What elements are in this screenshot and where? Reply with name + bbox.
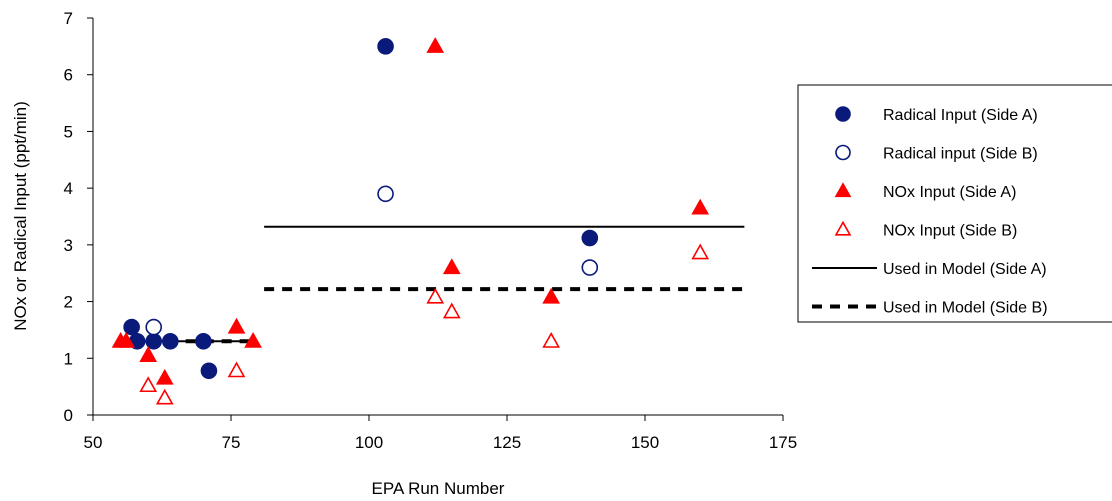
y-tick-label: 5 <box>64 122 73 141</box>
x-axis-title: EPA Run Number <box>372 479 505 498</box>
y-tick-label: 1 <box>64 349 73 368</box>
x-tick-label: 50 <box>84 433 103 452</box>
radical-point-side-a <box>161 332 179 350</box>
radical-point-side-a <box>145 332 163 350</box>
x-tick-label: 125 <box>493 433 521 452</box>
axes: 50 75 100 125 150 175 0 1 2 3 4 5 6 7 <box>64 9 798 452</box>
nox-point-side-b <box>442 302 461 319</box>
nox-point-side-a <box>155 368 174 385</box>
radical-point-side-a <box>581 229 599 247</box>
y-tick-label: 4 <box>64 179 73 198</box>
nox-point-side-a <box>442 258 461 275</box>
nox-point-side-a <box>426 37 445 53</box>
y-tick-label: 7 <box>64 9 73 28</box>
x-tick-label: 150 <box>631 433 659 452</box>
radical-point-side-b <box>581 259 599 276</box>
legend-label: Used in Model (Side A) <box>883 261 1047 278</box>
y-axis-title: NOx or Radical Input (ppt/min) <box>11 101 30 331</box>
nox-point-side-a <box>244 331 262 348</box>
nox-point-side-a <box>139 346 158 362</box>
nox-point-side-b <box>426 287 445 304</box>
nox-point-side-a <box>542 287 561 304</box>
model-lines <box>131 225 745 344</box>
x-tick-label: 100 <box>355 433 383 452</box>
legend-swatch-triangle <box>834 220 852 236</box>
x-tick-label: 175 <box>769 433 797 452</box>
legend-box <box>797 84 1112 323</box>
legend-label: Radical Input (Side A) <box>883 107 1038 124</box>
radical-point-side-a <box>123 318 140 336</box>
legend-label: NOx Input (Side B) <box>883 223 1017 240</box>
y-tick-label: 0 <box>64 406 73 425</box>
nox-point-side-a <box>117 331 135 348</box>
data-markers <box>111 37 710 405</box>
radical-point-side-b <box>377 185 394 203</box>
nox-point-side-b <box>155 388 174 405</box>
y-tick-label: 6 <box>64 66 73 85</box>
nox-point-side-b <box>542 331 561 348</box>
nox-point-side-b <box>227 361 246 378</box>
legend-label: NOx Input (Side A) <box>883 184 1016 201</box>
legend-swatch-triangle <box>834 182 852 198</box>
y-tick-label: 2 <box>64 293 73 312</box>
legend-swatch-circle <box>835 106 851 122</box>
nox-point-side-a <box>691 198 710 215</box>
radical-point-side-a <box>200 362 218 380</box>
radical-point-side-a <box>377 38 394 55</box>
legend-label: Radical input (Side B) <box>883 146 1038 163</box>
legend-swatch-circle <box>835 144 851 161</box>
nox-point-side-b <box>691 243 710 260</box>
legend: Radical Input (Side A) Radical input (Sid… <box>797 84 1112 323</box>
y-tick-label: 3 <box>64 236 73 255</box>
radical-point-side-b <box>145 318 163 336</box>
legend-label: Used in Model (Side B) <box>883 300 1048 317</box>
radical-point-side-a <box>195 332 212 350</box>
nox-point-side-a <box>227 317 246 334</box>
nox-point-side-b <box>139 376 158 393</box>
x-tick-label: 75 <box>222 433 241 452</box>
